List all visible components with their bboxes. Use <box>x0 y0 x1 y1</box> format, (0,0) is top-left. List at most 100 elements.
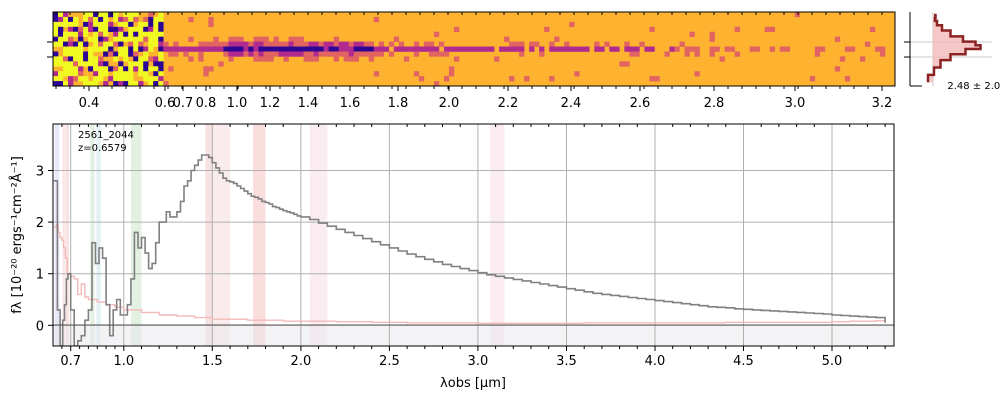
spectrum-2d-x-tick-label: 1.2 <box>260 96 281 111</box>
heatmap-cell <box>153 41 159 47</box>
heatmap-cell <box>58 61 64 67</box>
heatmap-cell <box>213 36 219 42</box>
heatmap-cell <box>238 36 244 42</box>
heatmap-cell <box>198 56 204 62</box>
heatmap-cell <box>103 81 109 87</box>
heatmap-cell <box>258 41 264 47</box>
heatmap-cell <box>88 16 94 23</box>
heatmap-cell <box>514 41 520 47</box>
heatmap-cell <box>283 46 289 52</box>
heatmap-cell <box>68 61 74 67</box>
heatmap-cell <box>764 26 770 33</box>
heatmap-cell <box>223 41 229 47</box>
heatmap-cell <box>103 26 109 33</box>
heatmap-cell <box>368 46 375 52</box>
emission-band <box>205 124 213 346</box>
heatmap-cell <box>123 46 129 52</box>
emission-band <box>62 124 65 346</box>
heatmap-cell <box>148 31 154 37</box>
heatmap-cell <box>138 46 144 52</box>
heatmap-cell <box>634 51 640 57</box>
heatmap-cell <box>103 21 109 28</box>
heatmap-cell <box>93 56 99 62</box>
heatmap-cell <box>128 16 134 23</box>
heatmap-cell <box>258 36 264 42</box>
heatmap-cell <box>273 36 279 42</box>
heatmap-cell <box>243 41 249 47</box>
heatmap-cell <box>258 46 264 52</box>
spectrum-2d-panel: 0.4 0.60.7 0.8 1.0 1.2 1.4 1.6 1.8 2.0 2.2 2.4 2.6 2… <box>47 11 896 111</box>
heatmap-cell <box>93 36 99 42</box>
heatmap-cell <box>719 56 725 62</box>
heatmap-cell <box>248 51 254 57</box>
heatmap-cell <box>393 36 400 42</box>
heatmap-cell <box>83 56 89 62</box>
heatmap-cell <box>358 41 365 47</box>
heatmap-cell <box>83 26 89 33</box>
heatmap-cell <box>98 46 104 52</box>
heatmap-cell <box>168 51 174 57</box>
zero-shade <box>53 325 894 346</box>
heatmap-cell <box>93 81 99 87</box>
emission-band <box>212 124 230 346</box>
heatmap-cell <box>303 41 309 47</box>
heatmap-cell <box>629 51 635 57</box>
heatmap-cell <box>343 46 349 52</box>
heatmap-cell <box>338 46 344 52</box>
heatmap-cell <box>298 36 304 42</box>
heatmap-cell <box>123 56 129 62</box>
heatmap-cell <box>353 46 360 52</box>
heatmap-cell <box>489 46 495 52</box>
heatmap-cell <box>128 51 134 57</box>
heatmap-cell <box>153 61 159 67</box>
heatmap-cell <box>649 46 655 52</box>
grid <box>53 124 894 346</box>
heatmap-cell <box>844 46 851 52</box>
heatmap-cell <box>93 61 99 67</box>
heatmap-cell <box>228 51 234 57</box>
heatmap-cell <box>468 46 475 52</box>
spectrum-2d-x-tick-label: 1.6 <box>340 96 361 111</box>
heatmap-cell <box>158 16 164 23</box>
spectrum-2d-x-tick-label: 0.7 <box>173 96 194 111</box>
heatmap-cell <box>348 46 355 52</box>
heatmap-cell <box>93 12 99 18</box>
emission-band <box>309 124 328 346</box>
heatmap-cell <box>128 76 134 82</box>
heatmap-cell <box>784 46 791 52</box>
heatmap-cell <box>93 66 99 72</box>
heatmap-cell <box>318 51 324 57</box>
heatmap-cell <box>93 26 99 33</box>
heatmap-cell <box>228 41 234 47</box>
heatmap-cell <box>749 46 755 52</box>
heatmap-cell <box>68 31 74 37</box>
heatmap-cell <box>78 71 84 77</box>
heatmap-cell <box>198 46 204 52</box>
heatmap-cell <box>88 46 94 52</box>
heatmap-cell <box>348 41 355 47</box>
heatmap-cell <box>108 26 114 33</box>
heatmap-cell <box>769 46 776 52</box>
heatmap-cell <box>694 71 700 77</box>
heatmap-cell <box>564 41 570 47</box>
heatmap-cell <box>504 36 510 42</box>
heatmap-cell <box>634 46 640 52</box>
heatmap-cell <box>228 36 234 42</box>
heatmap-cell <box>153 71 159 77</box>
heatmap-cell <box>113 26 119 33</box>
y-axis-tick-label: 0 <box>36 319 44 334</box>
heatmap-cell <box>128 26 134 33</box>
heatmap-cell <box>253 41 259 47</box>
heatmap-cell <box>113 76 119 82</box>
heatmap-cell <box>689 46 695 52</box>
heatmap-cell <box>68 51 74 57</box>
heatmap-cell <box>624 41 630 47</box>
heatmap-cell <box>98 61 104 67</box>
heatmap-cell <box>814 46 821 52</box>
heatmap-cell <box>333 41 339 47</box>
heatmap-cell <box>128 81 134 87</box>
heatmap-cell <box>474 46 480 52</box>
heatmap-cell <box>318 46 324 52</box>
heatmap-cell <box>644 46 650 52</box>
x-axis-tick-label: 2.5 <box>379 354 400 369</box>
